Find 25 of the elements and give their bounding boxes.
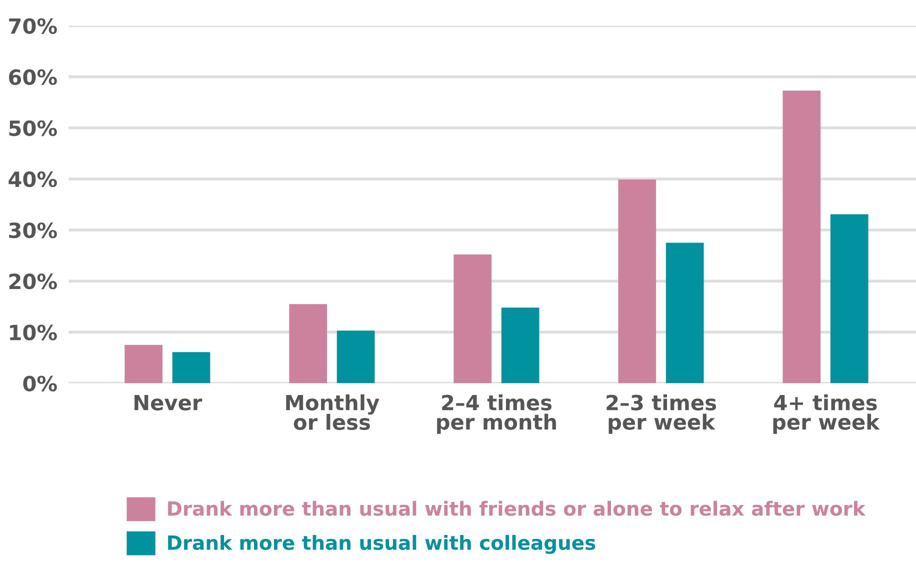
legend-label: Drank more than usual with colleagues: [168, 534, 596, 554]
x-tick-label: Never: [134, 394, 202, 410]
bar: [830, 214, 868, 384]
y-tick-label: 50%: [9, 120, 57, 136]
bar: [172, 352, 210, 384]
bar: [289, 304, 328, 384]
bar: [666, 242, 704, 384]
y-tick-label: 30%: [9, 222, 57, 238]
y-tick-label: 60%: [9, 69, 57, 86]
x-tick-label: 2–4 times per month: [437, 394, 556, 434]
bar: [618, 179, 656, 384]
x-tick-label: Monthly or less: [286, 394, 380, 430]
x-tick-label: 2–3 times per week: [606, 394, 716, 434]
y-tick-label: 20%: [9, 274, 57, 290]
y-tick-label: 0%: [23, 376, 57, 392]
y-tick-label: 10%: [10, 324, 57, 340]
x-tick-label: 4+ times per week: [773, 394, 880, 434]
y-tick-label: 40%: [8, 171, 57, 188]
bar: [336, 330, 375, 384]
bar: [501, 308, 540, 384]
bar: [124, 344, 162, 384]
y-tick-label: 70%: [9, 18, 57, 34]
bar: [454, 254, 492, 384]
legend-label: Drank more than usual with friends or alone to relax after work: [168, 500, 866, 516]
bar: [782, 90, 821, 384]
